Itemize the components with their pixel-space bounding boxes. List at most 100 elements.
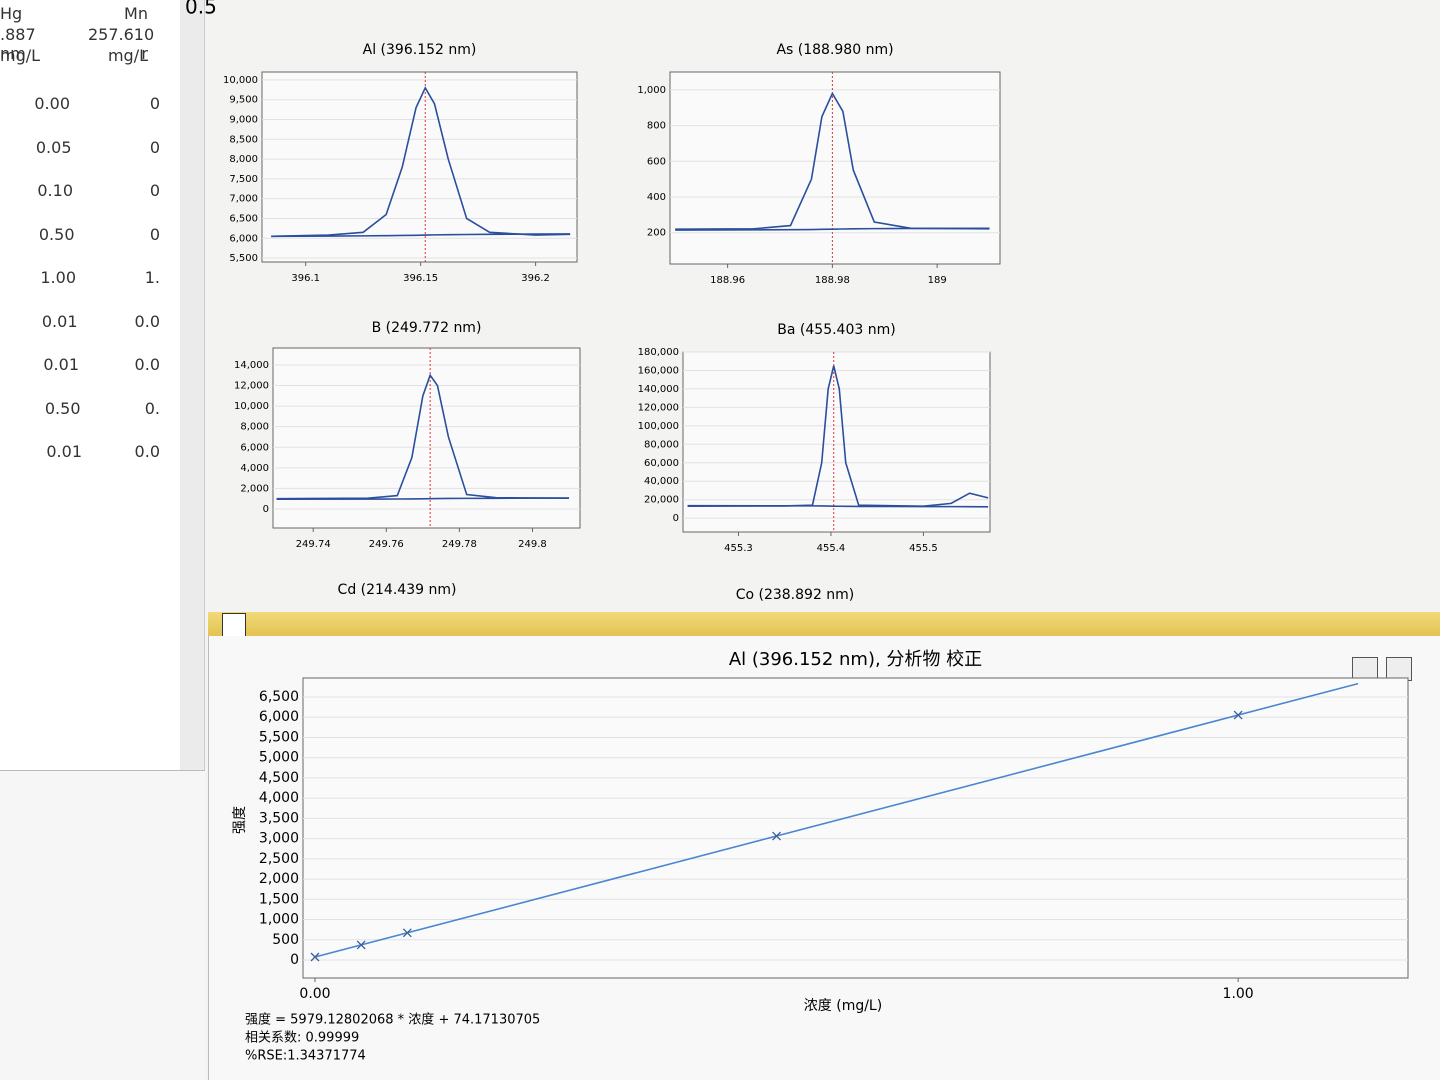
cell-value: 0.50 <box>38 224 75 244</box>
chart-title: Al (396.152 nm), 分析物 校正 <box>729 649 982 670</box>
plot-area <box>261 71 578 263</box>
x-axis-label: 浓度 (mg/L) <box>804 998 882 1014</box>
x-tick-label: 396.2 <box>521 273 550 284</box>
y-tick-label: 6,000 <box>259 709 299 725</box>
x-tick-label: 188.98 <box>815 275 850 286</box>
spectrum-title: Cd (214.439 nm) <box>338 582 457 598</box>
cell-value: 0.0 <box>134 355 160 374</box>
data-point <box>402 928 412 938</box>
cell-value: 0 <box>149 224 160 244</box>
y-axis-label: 强度 <box>232 806 248 834</box>
series-line <box>687 504 989 508</box>
cell-value: 0.01 <box>43 355 79 374</box>
y-tick-label: 60,000 <box>644 458 679 469</box>
y-tick-label: 2,000 <box>240 483 269 494</box>
rse: %RSE:1.34371774 <box>245 1049 366 1064</box>
corner-label: 0.5 <box>185 0 217 19</box>
toolbar-button[interactable] <box>222 613 246 637</box>
x-tick-label: 249.78 <box>442 539 477 550</box>
y-tick-label: 40,000 <box>644 476 679 487</box>
y-tick-label: 0 <box>263 504 269 515</box>
x-tick-label: 0.00 <box>299 986 330 1002</box>
y-tick-label: 20,000 <box>644 495 679 506</box>
series-line <box>276 373 570 500</box>
cell-value: 0. <box>144 398 160 418</box>
series-line <box>675 227 990 231</box>
y-tick-label: 6,500 <box>229 213 258 224</box>
cell-value: 0.01 <box>41 311 78 331</box>
y-tick-label: 600 <box>647 156 666 167</box>
y-tick-label: 3,000 <box>259 831 299 847</box>
equation: 强度 = 5979.12802068 * 浓度 + 74.17130705 <box>245 1012 540 1028</box>
y-tick-label: 160,000 <box>638 365 679 376</box>
series-line <box>271 86 571 238</box>
y-tick-label: 4,000 <box>259 790 299 806</box>
left-lower-panel <box>0 770 205 1080</box>
y-tick-label: 6,000 <box>229 233 258 244</box>
y-tick-label: 9,500 <box>229 95 258 106</box>
x-tick-label: 455.3 <box>724 543 753 554</box>
chart-title: As (188.980 nm) <box>776 42 893 58</box>
x-tick-label: 455.5 <box>909 543 938 554</box>
y-tick-label: 12,000 <box>234 381 269 392</box>
y-tick-label: 500 <box>272 932 299 948</box>
toolbar <box>208 612 1440 636</box>
plot-area <box>272 347 581 529</box>
cell-value: 0.50 <box>44 398 81 418</box>
y-tick-label: 14,000 <box>234 360 269 371</box>
y-tick-label: 800 <box>647 121 666 132</box>
splitter[interactable] <box>180 0 205 770</box>
y-tick-label: 400 <box>647 192 666 203</box>
y-tick-label: 5,000 <box>259 750 299 766</box>
y-tick-label: 6,000 <box>240 442 269 453</box>
y-tick-label: 120,000 <box>638 402 679 413</box>
column-header: mg/L <box>107 46 148 65</box>
x-tick-label: 249.8 <box>518 539 547 550</box>
y-tick-label: 9,000 <box>229 115 258 126</box>
chart-title: Ba (455.403 nm) <box>777 322 895 338</box>
data-point <box>356 940 366 950</box>
y-tick-label: 1,000 <box>637 85 666 96</box>
cell-value: 0.0 <box>134 442 160 461</box>
y-tick-label: 10,000 <box>234 401 269 412</box>
x-tick-label: 396.1 <box>291 273 320 284</box>
column-header: 257.610 r <box>88 25 155 63</box>
x-tick-label: 249.76 <box>369 539 404 550</box>
correlation: 相关系数: 0.99999 <box>245 1031 359 1046</box>
y-tick-label: 7,000 <box>229 194 258 205</box>
y-tick-label: 0 <box>290 952 299 968</box>
cell-value: 0.05 <box>35 137 72 157</box>
y-tick-label: 80,000 <box>644 439 679 450</box>
cell-value: 0 <box>149 94 160 113</box>
x-tick-label: 189 <box>928 275 947 286</box>
data-point <box>772 831 782 841</box>
y-tick-label: 8,000 <box>240 422 269 433</box>
cell-value: 0.00 <box>34 94 70 113</box>
y-tick-label: 4,500 <box>259 770 299 786</box>
column-header: mg/L <box>0 46 41 65</box>
y-tick-label: 180,000 <box>638 347 679 358</box>
y-tick-label: 2,500 <box>259 851 299 867</box>
y-tick-label: 100,000 <box>638 421 679 432</box>
x-tick-label: 188.96 <box>710 275 745 286</box>
x-tick-label: 1.00 <box>1223 986 1254 1002</box>
x-tick-label: 455.4 <box>817 543 846 554</box>
cell-value: 0.0 <box>134 311 160 331</box>
cell-value: 0 <box>149 181 160 200</box>
y-tick-label: 8,000 <box>229 154 258 165</box>
data-point <box>1233 710 1243 720</box>
cell-value: 0.01 <box>46 442 82 461</box>
y-tick-label: 1,000 <box>259 912 299 928</box>
plot-area <box>682 351 991 533</box>
cell-value: 1.00 <box>40 268 76 287</box>
left-panel <box>0 0 181 770</box>
y-tick-label: 1,500 <box>259 891 299 907</box>
column-header: Mn <box>124 4 148 23</box>
plot-area <box>302 677 1409 979</box>
cell-value: 0.10 <box>37 181 73 200</box>
plot-area <box>669 71 1001 265</box>
y-tick-label: 4,000 <box>240 463 269 474</box>
y-tick-label: 2,000 <box>259 871 299 887</box>
